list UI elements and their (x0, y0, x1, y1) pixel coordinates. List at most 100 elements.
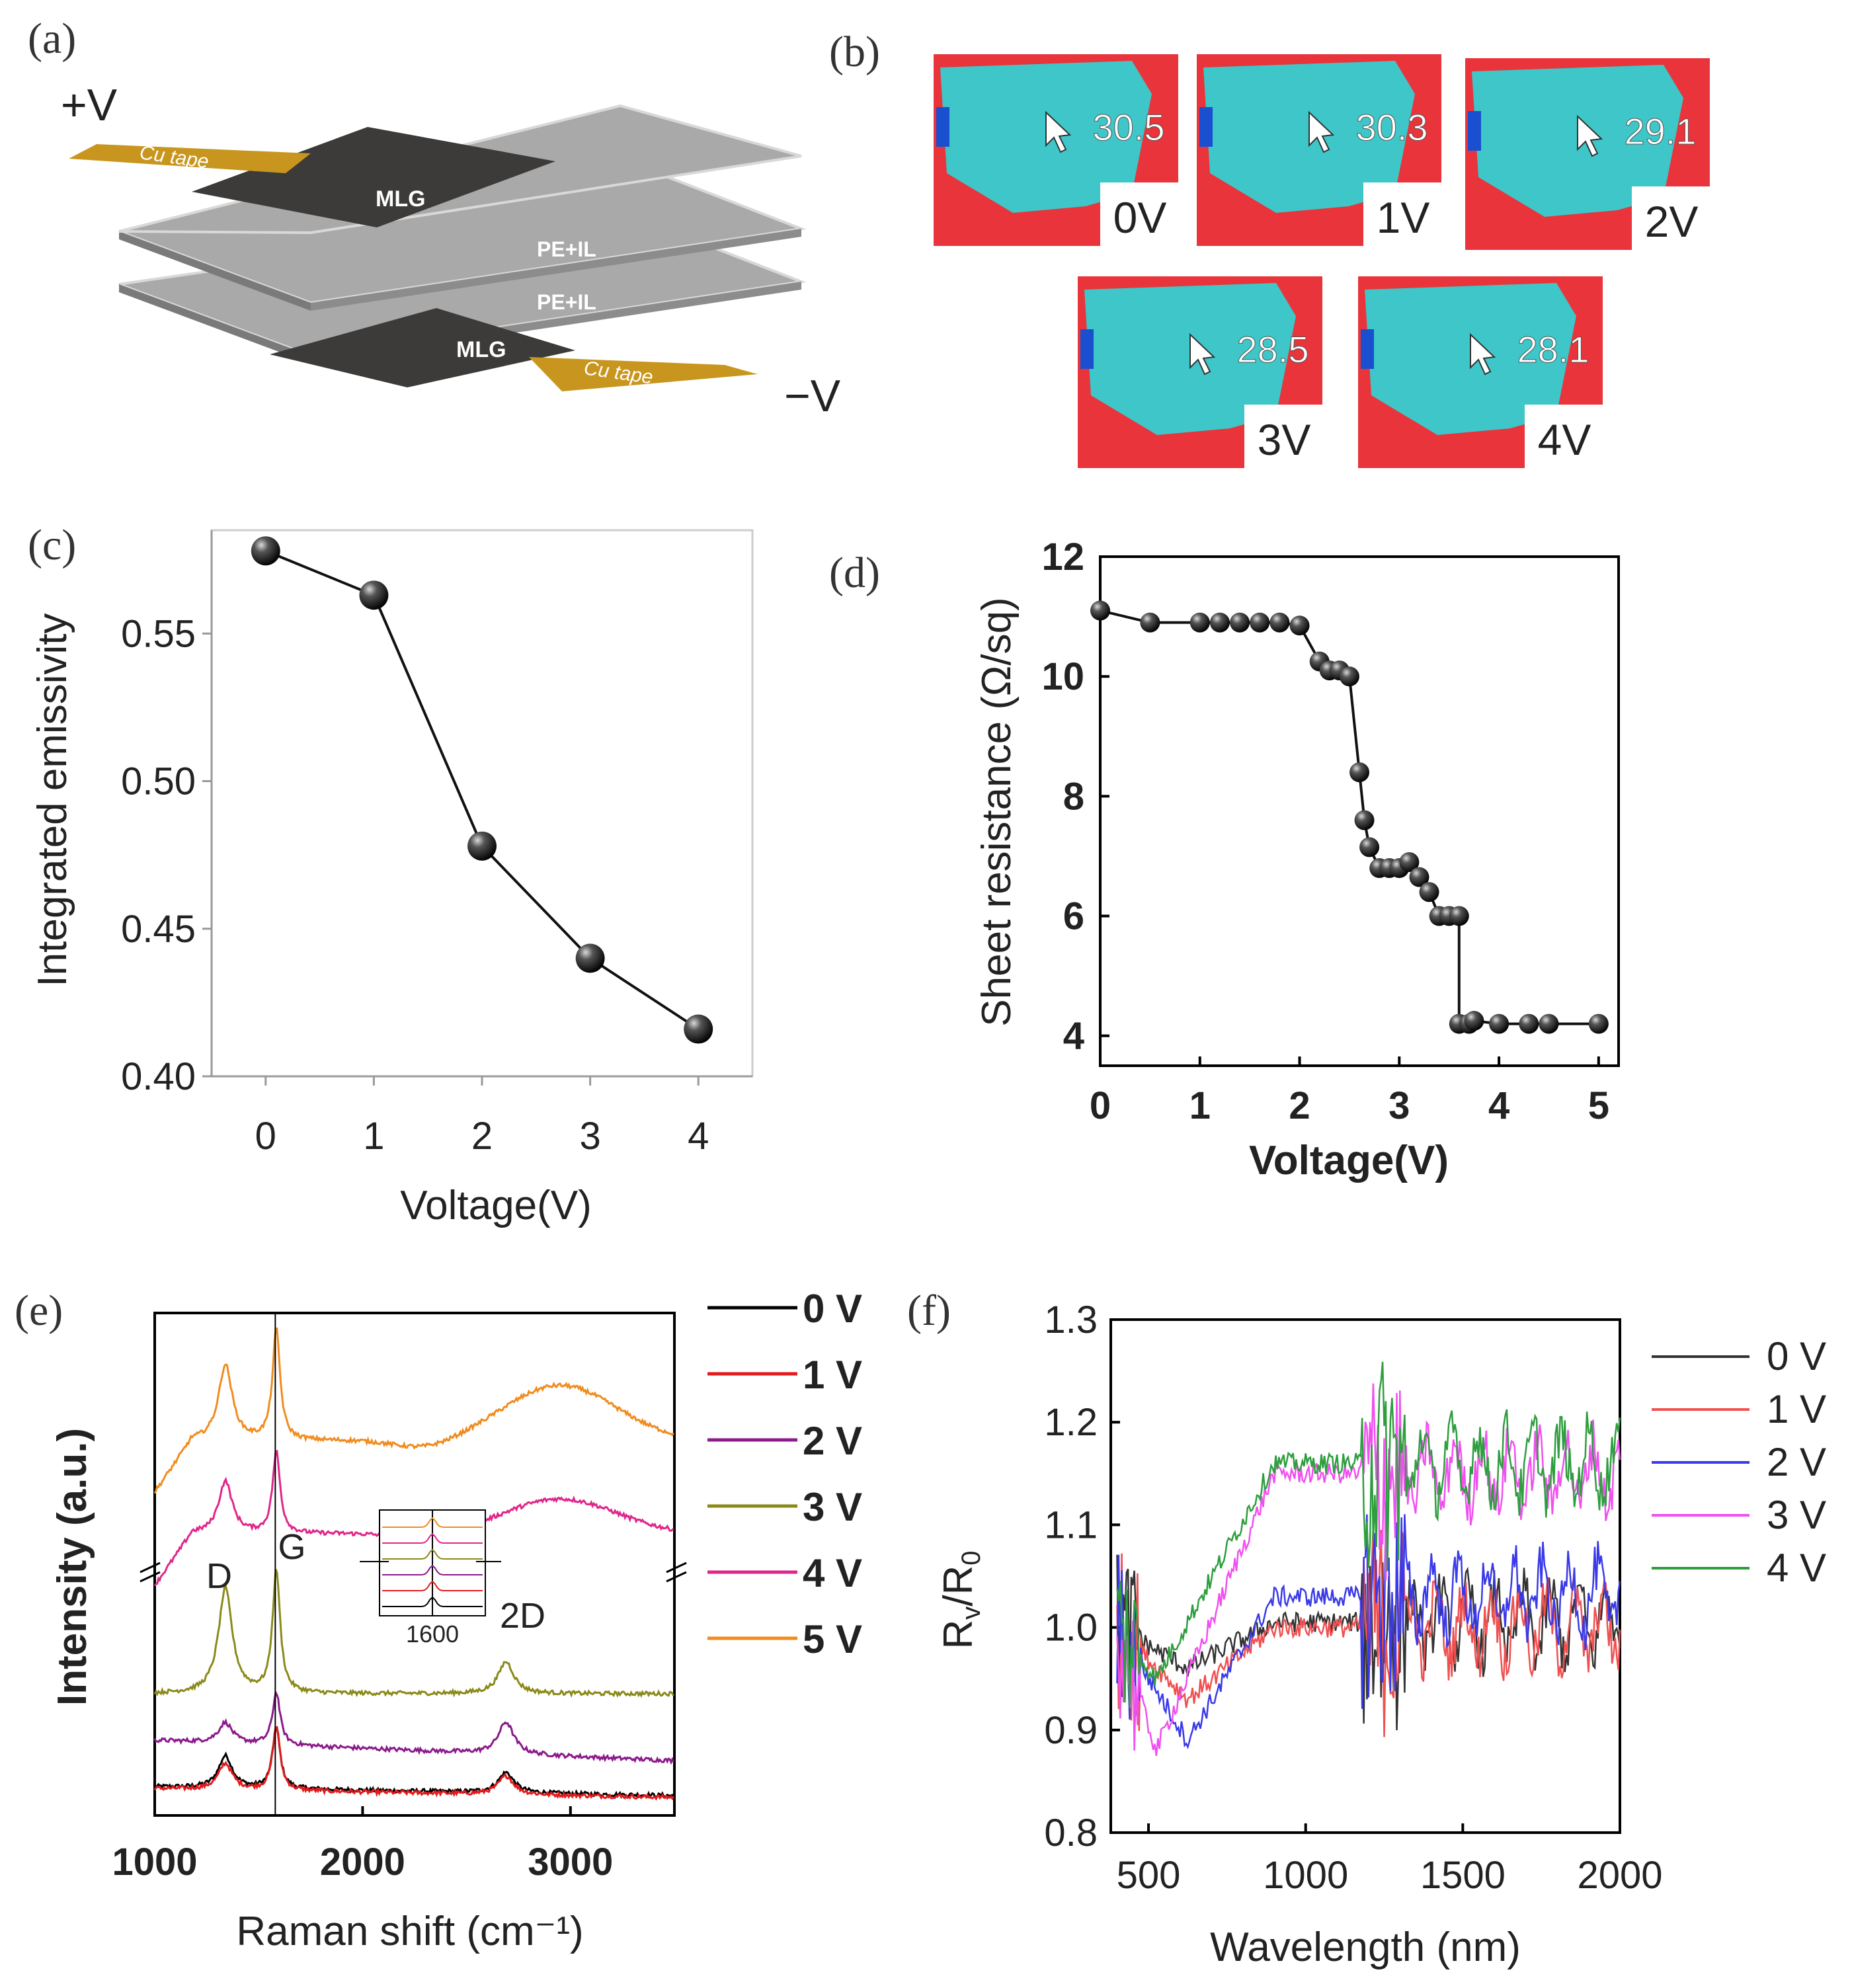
y-tick-label-c: 0.50 (121, 760, 196, 803)
temperature-readout: 28.1 (1517, 329, 1589, 370)
y-tick-label-d: 4 (1063, 1015, 1084, 1058)
data-point-c (575, 943, 605, 973)
legend-label-f: 3 V (1767, 1493, 1826, 1537)
thermal-dark-spot (1361, 329, 1374, 369)
thermal-tile: 30.3 1V (1197, 54, 1441, 246)
reflectance-ratio-line (1116, 1527, 1621, 1737)
data-point-d (1489, 1014, 1509, 1034)
thermal-dark-spot (1468, 111, 1481, 151)
y-tick-label-d: 6 (1063, 895, 1084, 938)
x-tick-label-f: 2000 (1577, 1854, 1662, 1897)
voltage-box (1525, 405, 1603, 468)
legend-label-f: 4 V (1767, 1546, 1826, 1590)
data-point-d (1090, 600, 1110, 621)
panel-label-e: (e) (15, 1287, 63, 1335)
x-tick-label-d: 5 (1588, 1084, 1609, 1127)
thermal-tile: 30.5 0V (934, 54, 1178, 246)
legend-label-f: 0 V (1767, 1334, 1826, 1378)
x-tick-label-c: 1 (363, 1115, 384, 1158)
lower-sheet-edge (119, 284, 311, 364)
panel-e: (e) 1000 2000 3000 D G 2D 1600 Raman shift (cm… (15, 1287, 862, 1954)
upper-sheet-edge (119, 231, 311, 311)
y-tick-label-d: 12 (1041, 536, 1084, 578)
voltage-label: 3V (1258, 415, 1311, 464)
temperature-readout: 28.5 (1237, 329, 1309, 370)
x-tick-label-c: 2 (471, 1115, 493, 1158)
legend-label-e: 5 V (803, 1617, 862, 1661)
y-tick-label-f: 1.1 (1044, 1503, 1098, 1546)
data-point-d (1588, 1014, 1609, 1034)
x-tick-label-d: 2 (1289, 1084, 1310, 1127)
inset-spectrum-line (382, 1548, 483, 1560)
data-point-d (1409, 867, 1429, 887)
x-tick-label-d: 1 (1189, 1084, 1211, 1127)
x-axis-label-d: Voltage(V) (1249, 1138, 1449, 1183)
upper-pe-il-label: PE+IL (537, 237, 596, 261)
thermal-tile: 29.1 2V (1465, 58, 1710, 250)
upper-mlg-layer (192, 127, 555, 227)
reflectance-ratio-line (1116, 1361, 1621, 1708)
inset-spectrum-line (382, 1580, 483, 1591)
plot-frame-e (153, 1312, 676, 1817)
x-tick-label-d: 0 (1090, 1084, 1111, 1127)
cursor-icon (1045, 110, 1072, 153)
inset-spectrum-line (382, 1596, 483, 1607)
panel-label-f: (f) (907, 1287, 951, 1335)
inset-spectrum-line (382, 1564, 483, 1575)
legend-label-e: 3 V (803, 1485, 862, 1529)
panel-f: (f) 500 1000 1500 2000 0.8 0.9 1.0 1.1 1.2 1.3 Wa… (907, 1287, 1826, 1970)
lower-mlg-layer (270, 308, 575, 387)
legend-label-f: 1 V (1767, 1387, 1826, 1431)
axis-break-right (666, 1562, 687, 1583)
minus-voltage-label: −V (784, 371, 841, 421)
x-tick-label-d: 4 (1488, 1084, 1509, 1127)
voltage-label: 2V (1645, 197, 1699, 246)
upper-mlg-label: MLG (376, 186, 426, 212)
x-tick-label-c: 4 (688, 1115, 709, 1158)
raman-spectrum-line (153, 1726, 674, 1800)
y-tick-label-f: 0.9 (1044, 1709, 1098, 1752)
plot-e-area: 1000 2000 3000 D G 2D 1600 (112, 1313, 687, 1884)
plot-frame-f (1109, 1318, 1621, 1834)
data-point-d (1209, 612, 1230, 633)
panel-a: (a) +V MLG Cu tape PE+IL PE+IL MLG Cu ta… (28, 15, 841, 421)
data-point-d (1250, 612, 1270, 633)
temperature-readout: 29.1 (1625, 110, 1697, 152)
data-point-d (1349, 762, 1369, 783)
x-tick-label-e: 3000 (528, 1841, 613, 1884)
plot-f-area: 500 1000 1500 2000 0.8 0.9 1.0 1.1 1.2 1.3 (1044, 1298, 1662, 1897)
data-point-d (1269, 612, 1290, 633)
data-point-d (1519, 1014, 1539, 1034)
thermal-dark-spot (1199, 107, 1213, 147)
panel-label-d: (d) (829, 549, 880, 597)
data-point-d (1449, 906, 1469, 926)
x-tick-label-f: 1000 (1263, 1854, 1348, 1897)
voltage-label: 0V (1113, 193, 1167, 242)
legend-label-e: 0 V (803, 1287, 862, 1331)
panel-c: (c) 0 1 2 3 4 0.40 0.45 0.50 0.55 Voltage(V) Int… (28, 521, 754, 1228)
peak-label-d: D (206, 1556, 232, 1596)
data-point-c (359, 580, 389, 610)
peak-label-2d: 2D (500, 1596, 545, 1636)
x-tick-label-e: 2000 (320, 1841, 405, 1884)
y-axis-label-e: Intensity (a.u.) (50, 1428, 95, 1706)
x-axis-label-f: Wavelength (nm) (1210, 1925, 1521, 1970)
x-tick-label-d: 3 (1388, 1084, 1410, 1127)
x-axis-label-c: Voltage(V) (400, 1183, 592, 1228)
reflectance-ratio-line (1116, 1501, 1621, 1749)
axis-break-left (140, 1562, 161, 1583)
thermal-dark-spot (1080, 329, 1094, 369)
data-point-d (1359, 837, 1380, 857)
raman-spectrum-line (153, 1726, 674, 1801)
y-tick-label-d: 10 (1041, 655, 1084, 698)
data-point-c (251, 536, 280, 566)
x-tick-label-c: 3 (579, 1115, 600, 1158)
cursor-icon (1577, 114, 1603, 157)
y-axis-label-f: Rv/R0 (936, 1550, 986, 1649)
voltage-label: 4V (1538, 415, 1591, 464)
voltage-box (1244, 405, 1322, 468)
legend-e: 0 V 1 V 2 V 3 V 4 V 5 V (707, 1287, 862, 1661)
data-point-d (1339, 666, 1359, 687)
